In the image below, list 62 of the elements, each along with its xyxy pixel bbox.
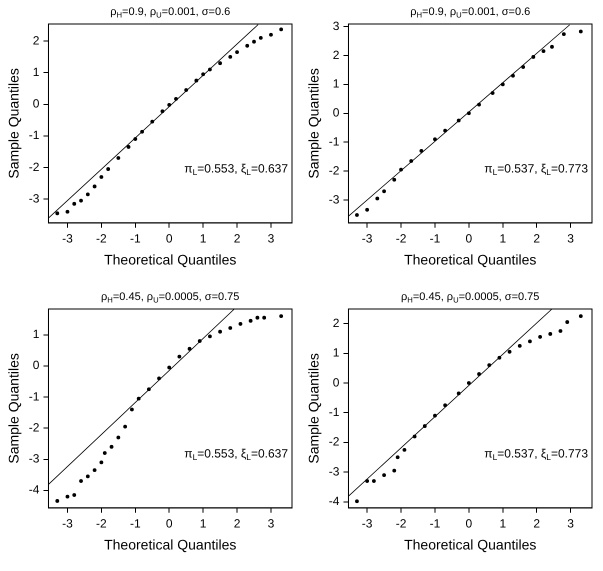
y-axis-title: Sample Quantiles (305, 353, 322, 464)
y-axis-title: Sample Quantiles (5, 353, 22, 464)
y-axis-title: Sample Quantiles (5, 68, 22, 179)
y-tick-label: 2 (332, 316, 340, 330)
y-tick-label: -4 (328, 494, 340, 508)
y-tick-label: 2 (32, 33, 40, 48)
y-tick-label: 2 (332, 48, 340, 62)
x-tick-label: 0 (466, 231, 473, 246)
y-tick-label: 1 (32, 327, 40, 342)
y-tick-label: -2 (28, 160, 40, 174)
x-tick-label: 2 (533, 231, 540, 246)
y-tick-label: -1 (328, 134, 340, 148)
x-tick-label: 3 (268, 516, 275, 530)
y-tick-label: -3 (328, 192, 340, 206)
x-tick-label: 2 (234, 231, 241, 246)
y-tick-label: 0 (332, 375, 340, 390)
x-tick-label: 0 (166, 231, 173, 246)
x-tick-label: 2 (234, 516, 241, 530)
x-tick-label: 1 (499, 231, 506, 246)
y-tick-label: 0 (32, 358, 40, 372)
y-tick-label: -2 (28, 420, 40, 434)
y-tick-label: 1 (332, 346, 340, 360)
x-tick-label: 1 (200, 516, 207, 530)
x-axis-title: Theoretical Quantiles (104, 536, 236, 552)
y-tick-label: 3 (332, 18, 340, 33)
x-tick-label: 1 (499, 516, 506, 530)
y-tick-label: 1 (32, 64, 40, 79)
x-tick-label: 3 (567, 516, 574, 530)
x-tick-label: -3 (62, 231, 74, 246)
x-tick-label: -1 (130, 516, 141, 530)
x-tick-label: -3 (362, 231, 373, 246)
y-tick-label: -2 (328, 434, 340, 449)
y-tick-label: -3 (328, 464, 340, 478)
x-tick-label: -1 (430, 231, 441, 246)
y-axis-title: Sample Quantiles (305, 68, 322, 179)
x-tick-label: -2 (96, 231, 108, 246)
y-tick-label: 0 (32, 96, 40, 111)
y-tick-label: 1 (332, 76, 340, 91)
x-tick-label: 0 (166, 516, 173, 530)
x-axis-title: Theoretical Quantiles (404, 536, 536, 552)
y-tick-label: 0 (332, 106, 340, 120)
x-axis-title: Theoretical Quantiles (404, 251, 536, 268)
x-tick-label: -3 (62, 516, 74, 530)
x-tick-label: 3 (268, 231, 275, 246)
y-tick-label: -3 (28, 452, 40, 466)
x-axis-title: Theoretical Quantiles (104, 251, 236, 268)
y-tick-label: -3 (28, 191, 40, 206)
y-tick-label: -2 (328, 163, 340, 178)
x-tick-label: -2 (396, 231, 407, 246)
x-tick-label: -1 (430, 516, 441, 530)
y-tick-label: -1 (28, 128, 40, 142)
y-tick-label: -1 (328, 405, 340, 420)
x-tick-label: -2 (96, 516, 108, 530)
x-tick-label: 1 (200, 231, 207, 246)
y-tick-label: -1 (28, 389, 40, 404)
y-tick-label: -4 (28, 482, 40, 497)
x-tick-label: -3 (362, 516, 373, 530)
x-tick-label: 0 (466, 516, 473, 530)
x-tick-label: 3 (567, 231, 574, 246)
x-tick-label: -2 (396, 516, 407, 530)
x-tick-label: 2 (533, 516, 540, 530)
x-tick-label: -1 (130, 231, 141, 246)
